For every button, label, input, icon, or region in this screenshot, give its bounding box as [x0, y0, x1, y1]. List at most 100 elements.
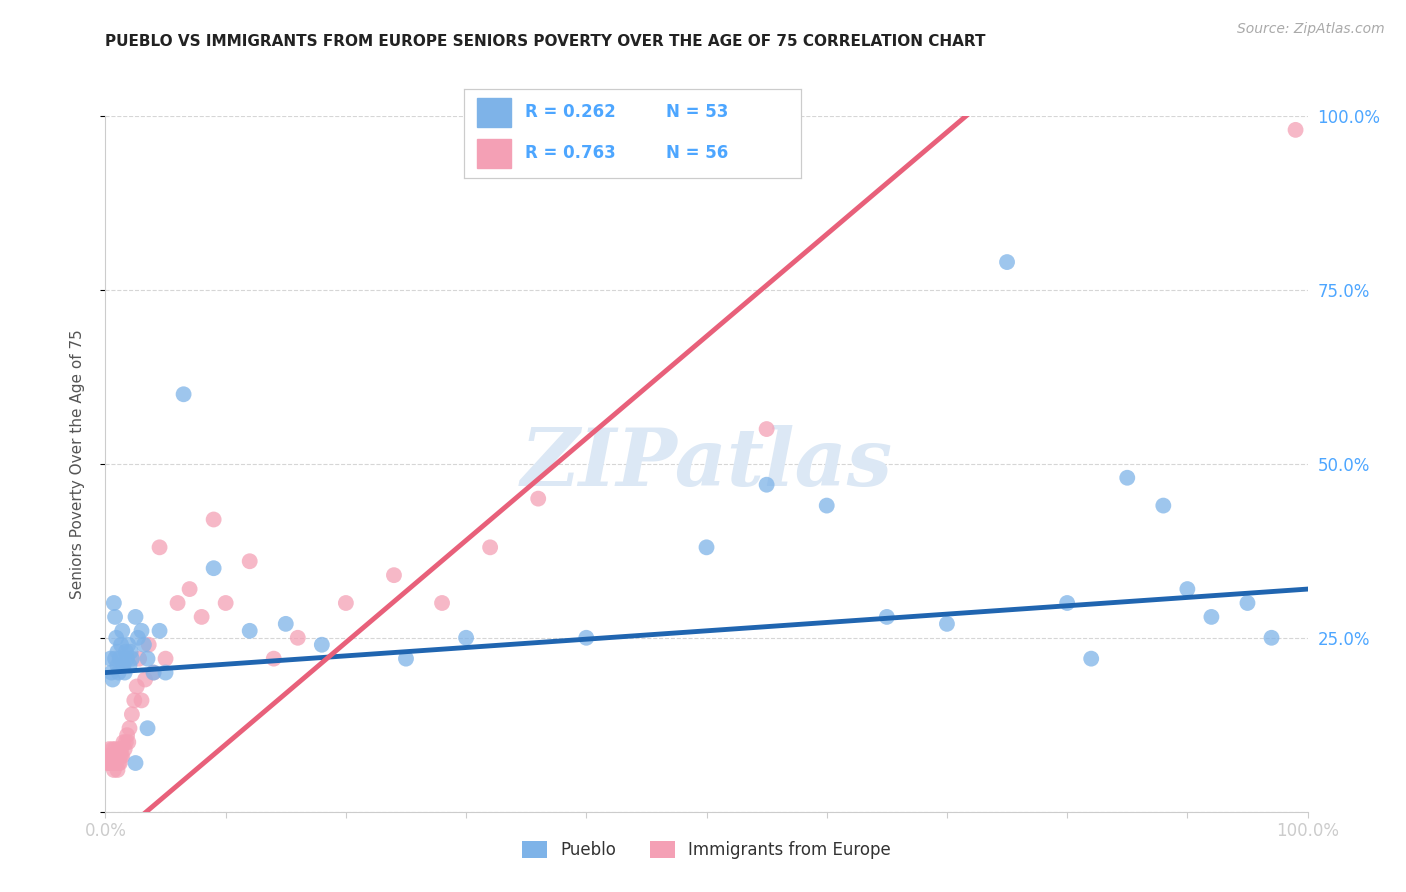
Text: ZIPatlas: ZIPatlas [520, 425, 893, 502]
Point [104, 756, 127, 770]
Text: N = 53: N = 53 [666, 103, 728, 121]
Point [111, 624, 134, 638]
Point [98, 651, 121, 665]
Point [121, 651, 143, 665]
Point [1284, 123, 1306, 137]
Text: Source: ZipAtlas.com: Source: ZipAtlas.com [1237, 22, 1385, 37]
Point [100, 749, 122, 764]
Point [311, 638, 333, 652]
Point [239, 554, 262, 568]
Point [1260, 631, 1282, 645]
Point [101, 756, 124, 770]
Point [173, 387, 195, 401]
Point [202, 561, 225, 575]
Point [575, 631, 598, 645]
Point [124, 693, 146, 707]
Point [108, 756, 131, 770]
Bar [478, 98, 512, 127]
Point [121, 707, 143, 722]
Point [1116, 471, 1139, 485]
Bar [478, 139, 512, 168]
Point [103, 596, 125, 610]
Point [105, 756, 128, 770]
Point [100, 756, 122, 770]
Point [107, 665, 129, 680]
Point [104, 742, 127, 756]
Point [115, 645, 138, 659]
Point [104, 610, 127, 624]
Point [120, 645, 142, 659]
Point [527, 491, 550, 506]
Legend: Pueblo, Immigrants from Europe: Pueblo, Immigrants from Europe [516, 835, 897, 866]
Text: R = 0.763: R = 0.763 [524, 145, 616, 162]
Point [274, 616, 297, 631]
Point [142, 665, 165, 680]
Point [1201, 610, 1223, 624]
Point [138, 638, 160, 652]
Point [479, 541, 502, 555]
Point [115, 728, 138, 742]
Point [115, 651, 138, 665]
Point [1236, 596, 1258, 610]
Point [755, 477, 778, 491]
Point [107, 742, 129, 756]
Point [876, 610, 898, 624]
Point [110, 638, 132, 652]
Point [127, 631, 149, 645]
Y-axis label: Seniors Poverty Over the Age of 75: Seniors Poverty Over the Age of 75 [70, 329, 84, 599]
Point [190, 610, 212, 624]
Point [995, 255, 1018, 269]
Point [382, 568, 405, 582]
Point [112, 658, 135, 673]
Point [1175, 582, 1198, 596]
Point [132, 638, 155, 652]
Point [111, 749, 134, 764]
Point [97, 749, 120, 764]
Point [98, 756, 121, 770]
Text: PUEBLO VS IMMIGRANTS FROM EUROPE SENIORS POVERTY OVER THE AGE OF 75 CORRELATION : PUEBLO VS IMMIGRANTS FROM EUROPE SENIORS… [105, 34, 986, 49]
Point [110, 742, 132, 756]
Point [107, 645, 129, 659]
Point [696, 541, 718, 555]
Point [239, 624, 262, 638]
Point [148, 624, 170, 638]
Point [103, 749, 125, 764]
Point [101, 742, 124, 756]
Point [105, 749, 128, 764]
Point [108, 749, 131, 764]
Point [110, 749, 132, 764]
Point [114, 742, 136, 756]
Point [117, 638, 139, 652]
Point [128, 651, 150, 665]
Point [112, 735, 135, 749]
Point [107, 658, 129, 673]
Point [148, 541, 170, 555]
Point [134, 673, 156, 687]
Point [936, 616, 959, 631]
Text: N = 56: N = 56 [666, 145, 728, 162]
Point [98, 749, 121, 764]
Point [115, 735, 138, 749]
Point [142, 665, 165, 680]
Point [155, 665, 177, 680]
Point [287, 631, 309, 645]
Point [136, 651, 159, 665]
Point [131, 693, 153, 707]
Point [98, 756, 121, 770]
Point [1080, 651, 1102, 665]
Point [124, 610, 146, 624]
Point [755, 422, 778, 436]
Point [155, 651, 177, 665]
Point [100, 665, 122, 680]
Point [214, 596, 236, 610]
Point [105, 631, 128, 645]
Point [107, 763, 129, 777]
Point [117, 735, 139, 749]
Point [263, 651, 285, 665]
Point [118, 721, 141, 735]
Point [136, 721, 159, 735]
Point [179, 582, 201, 596]
Point [98, 742, 121, 756]
Point [107, 749, 129, 764]
Point [335, 596, 357, 610]
